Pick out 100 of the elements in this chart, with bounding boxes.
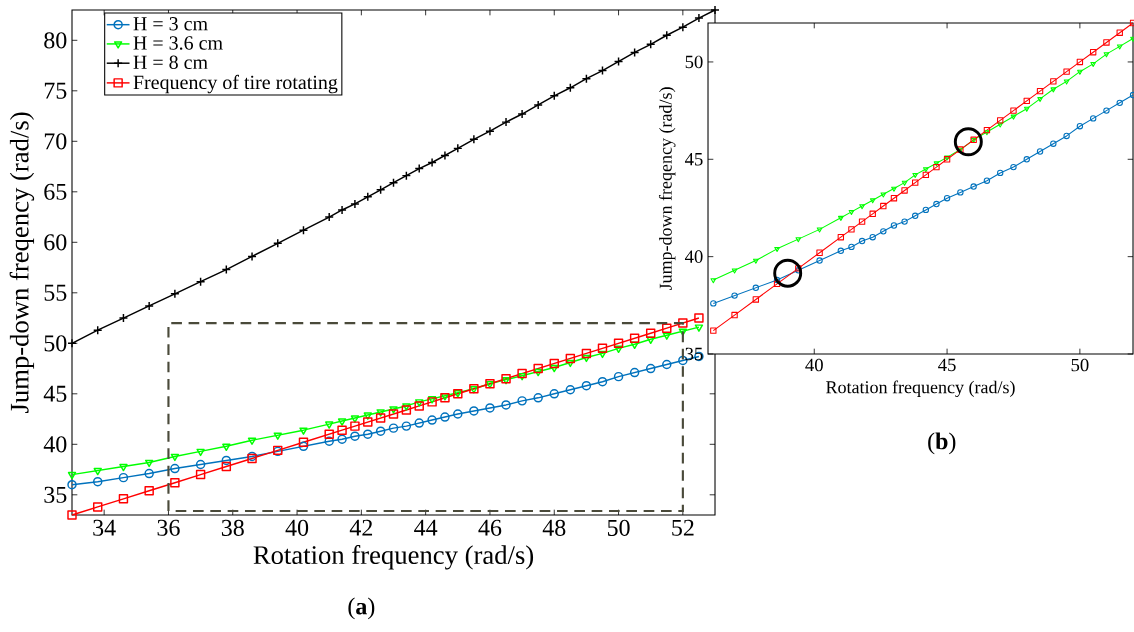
point (337, 418, 347, 426)
point (324, 429, 334, 439)
y-tick-label: 50 (685, 55, 703, 69)
point (752, 296, 760, 303)
point (662, 30, 672, 40)
point (858, 218, 866, 225)
point (1116, 29, 1123, 36)
y-tick-label: 70 (44, 133, 67, 150)
point (1063, 132, 1070, 140)
point (375, 413, 386, 423)
point (469, 134, 479, 145)
x-tick-label: 52 (672, 519, 694, 536)
point (401, 421, 412, 431)
point (837, 233, 845, 241)
x-tick-label: 45 (938, 358, 956, 372)
point (597, 343, 608, 354)
point (694, 313, 704, 323)
point (1050, 87, 1057, 93)
point (170, 463, 180, 474)
point (67, 510, 77, 520)
legend-label: H = 3.6 cm (133, 36, 223, 50)
point (933, 161, 940, 167)
y-tick-label: 40 (43, 436, 67, 453)
point (566, 359, 575, 368)
point (565, 385, 576, 395)
point (848, 209, 855, 216)
point (144, 486, 154, 496)
y-axis-title: Jump-down freqency (rad/s) (9, 112, 35, 413)
point (402, 403, 411, 411)
point (752, 284, 760, 291)
point (752, 258, 759, 264)
point (581, 380, 592, 391)
point (912, 212, 919, 219)
point (324, 212, 334, 222)
y-tick-label: 45 (684, 153, 703, 166)
point (912, 173, 919, 179)
point (273, 432, 282, 440)
point (118, 472, 129, 483)
point (92, 325, 103, 335)
point (731, 268, 738, 274)
point (1076, 122, 1084, 130)
point (816, 227, 823, 233)
point (1116, 99, 1123, 107)
point (662, 323, 672, 333)
point (880, 192, 887, 198)
point (533, 100, 543, 110)
point (943, 195, 951, 202)
point (170, 289, 180, 299)
point (67, 471, 77, 480)
point (375, 185, 386, 195)
point (550, 364, 559, 373)
y-tick-label: 45 (43, 385, 67, 402)
point (581, 348, 592, 359)
point (922, 171, 930, 179)
y-tick-label: 75 (44, 82, 67, 99)
point (996, 169, 1004, 177)
point (501, 400, 511, 410)
point (350, 421, 360, 431)
y-tick-label: 40 (684, 250, 703, 263)
x-axis-title: Rotation frequency (rad/s) (253, 545, 534, 570)
point (613, 338, 624, 349)
y-tick-label: 50 (44, 335, 67, 352)
x-tick-label: 36 (157, 519, 180, 536)
point (144, 459, 154, 468)
point (92, 502, 103, 512)
point (170, 453, 180, 462)
point (533, 368, 543, 377)
point (922, 167, 929, 173)
point (710, 5, 720, 15)
y-tick-label: 35 (44, 486, 67, 503)
point (414, 401, 424, 411)
point (731, 292, 738, 299)
point (363, 417, 373, 427)
point (389, 406, 398, 414)
y-tick-label: 80 (44, 32, 67, 49)
point (629, 367, 640, 378)
point (376, 409, 385, 417)
point (485, 403, 495, 413)
point (118, 494, 129, 504)
legend-label: H = 3 cm (133, 17, 208, 31)
point (1103, 39, 1110, 46)
point (375, 426, 386, 436)
point (440, 412, 450, 422)
point (363, 429, 373, 439)
x-axis-title: Rotation frequency (rad/s) (826, 380, 1015, 398)
point (816, 257, 823, 264)
text: (a) (348, 597, 375, 620)
legend-label: Frequency of tire rotating (133, 74, 338, 94)
point (645, 363, 656, 374)
point (350, 431, 360, 441)
point (195, 469, 206, 480)
point (1037, 97, 1043, 103)
y-tick-label: 55 (44, 284, 67, 301)
point (837, 247, 845, 255)
point (1050, 78, 1057, 85)
point (662, 332, 671, 340)
point (901, 218, 908, 225)
point (67, 338, 77, 349)
point (298, 225, 309, 235)
x-tick-label: 48 (542, 519, 566, 536)
